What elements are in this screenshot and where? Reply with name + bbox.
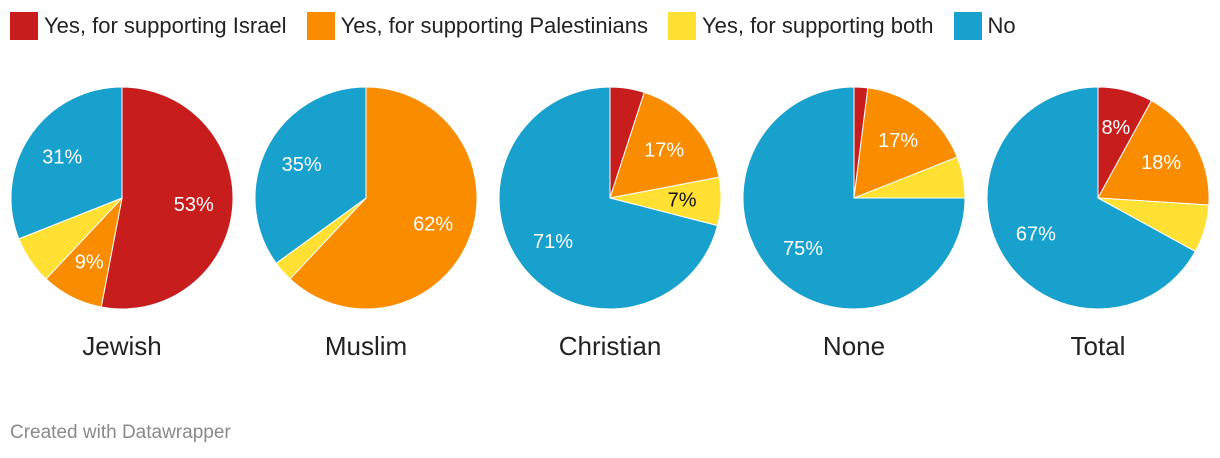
pie-title-muslim: Muslim [325, 331, 407, 361]
pie-charts: 53% 9% 31% Jewish 62% 35% Muslim 17% 7% 71% Christ… [10, 86, 1210, 361]
pie-slice-muslim-no[interactable] [254, 86, 367, 264]
pie-slice-christian-palestinians[interactable] [609, 91, 720, 199]
legend-item-no[interactable]: No [953, 12, 1016, 40]
data-label-none-no: 75% [783, 238, 823, 260]
pie-slice-jewish-no[interactable] [10, 86, 123, 240]
pie-slice-none-palestinians[interactable] [853, 87, 958, 199]
pie-title-none: None [823, 331, 885, 361]
legend: Yes, for supporting Israel Yes, for supp… [10, 12, 1036, 40]
legend-swatch-palestinians [306, 12, 335, 40]
legend-swatch-both [667, 12, 696, 40]
pie-none: 17% 75% None [742, 86, 966, 361]
pie-slice-christian-no[interactable] [498, 86, 719, 310]
data-label-total-no: 67% [1016, 224, 1056, 246]
legend-label-palestinians: Yes, for supporting Palestinians [340, 13, 648, 38]
legend-item-israel[interactable]: Yes, for supporting Israel [10, 12, 287, 40]
footer-credit: Created with Datawrapper [10, 422, 231, 443]
pie-muslim: 62% 35% Muslim [254, 86, 478, 361]
pie-slice-none-no[interactable] [742, 86, 966, 310]
pie-title-christian: Christian [559, 331, 662, 361]
pie-title-jewish: Jewish [82, 331, 161, 361]
pie-jewish: 53% 9% 31% Jewish [10, 86, 234, 361]
data-label-christian-palestinians: 17% [644, 139, 684, 161]
pie-slice-total-no[interactable] [986, 86, 1196, 310]
data-label-jewish-palestinians: 9% [75, 251, 104, 273]
data-label-christian-no: 71% [533, 231, 573, 253]
data-label-muslim-palestinians: 62% [413, 214, 453, 236]
data-label-jewish-israel: 53% [174, 194, 214, 216]
data-label-total-israel: 8% [1101, 117, 1130, 139]
pie-title-total: Total [1071, 331, 1126, 361]
pie-slice-total-palestinians[interactable] [1097, 100, 1210, 206]
data-label-none-palestinians: 17% [878, 130, 918, 152]
legend-label-no: No [987, 13, 1016, 38]
data-label-total-palestinians: 18% [1141, 152, 1181, 174]
pie-total: 8% 18% 67% Total [986, 86, 1210, 361]
legend-item-palestinians[interactable]: Yes, for supporting Palestinians [306, 12, 648, 40]
legend-item-both[interactable]: Yes, for supporting both [667, 12, 934, 40]
pie-slice-jewish-israel[interactable] [100, 86, 234, 310]
pie-christian: 17% 7% 71% Christian [498, 86, 722, 361]
data-label-christian-both: 7% [668, 189, 697, 211]
legend-label-israel: Yes, for supporting Israel [44, 13, 287, 38]
legend-label-both: Yes, for supporting both [701, 13, 934, 38]
data-label-jewish-no: 31% [42, 146, 82, 168]
data-label-muslim-no: 35% [282, 154, 322, 176]
pie-slice-muslim-palestinians[interactable] [289, 86, 478, 310]
legend-swatch-israel [10, 12, 38, 40]
legend-swatch-no [953, 12, 982, 40]
